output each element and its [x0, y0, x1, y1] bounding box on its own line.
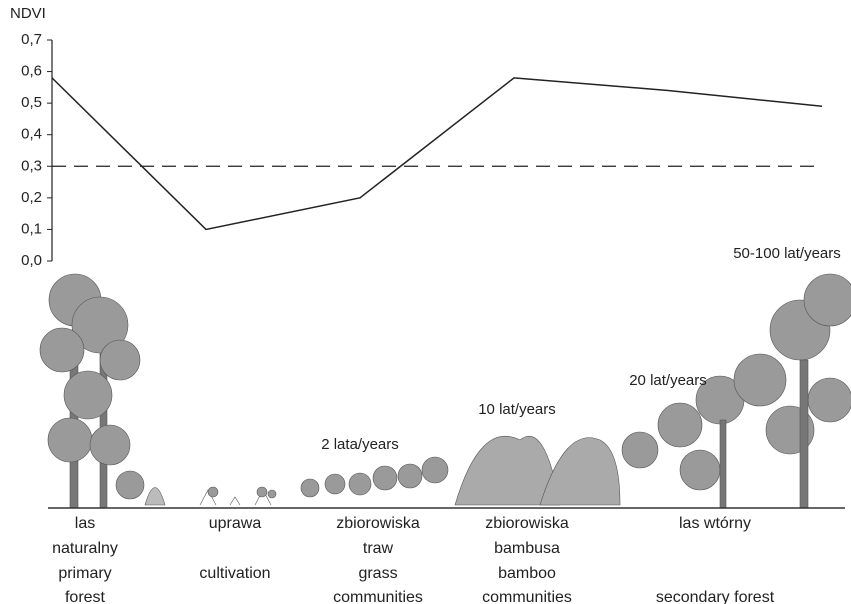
y-tick-label: 0,5 [21, 94, 42, 111]
stage-label: secondary forest [656, 589, 775, 604]
y-axis-label: NDVI [10, 5, 46, 22]
y-tick-label: 0,6 [21, 63, 42, 80]
annotation: 20 lat/years [629, 372, 707, 389]
stage-label: las [75, 515, 95, 532]
stage-label: bambusa [494, 540, 560, 557]
stage-labels: las naturalny primary forest uprawa cult… [52, 515, 775, 604]
stage-label: forest [65, 589, 106, 604]
stage-label: uprawa [209, 515, 262, 532]
vegetation-illustration [39, 273, 851, 509]
stage-label: zbiorowiska [485, 515, 569, 532]
stage-label: primary [58, 565, 111, 582]
y-tick-label: 0,0 [21, 252, 42, 269]
stage-label: communities [482, 589, 572, 604]
stage-label: communities [333, 589, 423, 604]
stage-label: las wtórny [679, 515, 751, 532]
stage-label: traw [363, 540, 394, 557]
annotation: 2 lata/years [321, 436, 399, 453]
annotation: 50-100 lat/years [733, 245, 841, 262]
y-tick-label: 0,1 [21, 220, 42, 237]
y-tick-label: 0,4 [21, 126, 42, 143]
y-tick-label: 0,7 [21, 31, 42, 48]
annotation: 10 lat/years [478, 401, 556, 418]
stage-label: grass [358, 565, 397, 582]
stage-label: zbiorowiska [336, 515, 420, 532]
y-tick-label: 0,3 [21, 157, 42, 174]
stage-label: bamboo [498, 565, 556, 582]
stage-label: naturalny [52, 540, 118, 557]
ndvi-line [51, 77, 823, 231]
stage-label: cultivation [199, 565, 270, 582]
y-tick-label: 0,2 [21, 189, 42, 206]
